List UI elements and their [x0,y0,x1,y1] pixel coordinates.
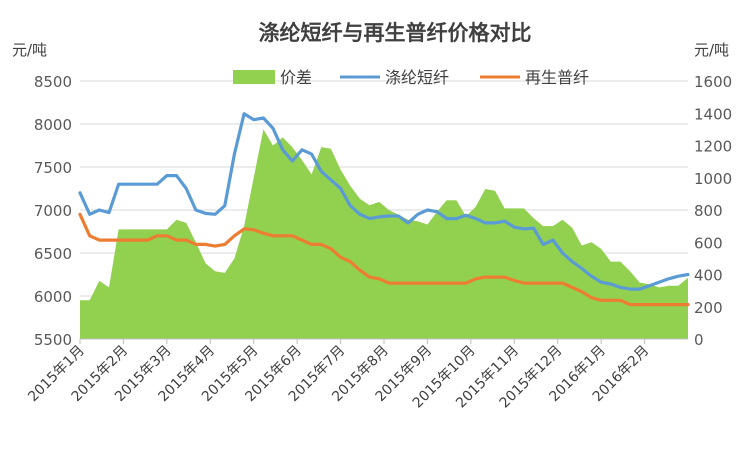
legend-label-polyester: 涤纶短纤 [385,68,449,87]
left-tick-label: 7500 [34,159,72,177]
right-tick-label: 1200 [694,138,732,156]
right-tick-label: 1000 [694,170,732,188]
right-tick-label: 0 [694,331,704,349]
legend: 价差 涤纶短纤 再生普纤 [233,68,589,87]
left-tick-label: 6000 [34,288,72,306]
x-axis-ticks: 2015年1月2015年2月2015年3月2015年4月2015年5月2015年… [25,339,652,411]
left-tick-label: 8500 [34,73,72,91]
series-area-spread [80,129,688,339]
right-tick-label: 200 [694,299,723,317]
left-tick-label: 5500 [34,331,72,349]
right-axis-ticks: 0 200 400 600 800 1000 1200 1400 1600 [694,73,732,349]
right-tick-label: 1400 [694,105,732,123]
left-tick-label: 7000 [34,202,72,220]
left-tick-label: 6500 [34,245,72,263]
right-tick-label: 1600 [694,73,732,91]
left-axis-unit: 元/吨 [12,41,47,59]
legend-swatch-spread [233,70,275,84]
chart-title: 涤纶短纤与再生普纤价格对比 [259,21,532,45]
right-tick-label: 400 [694,267,723,285]
legend-label-spread: 价差 [280,68,312,87]
series-line-polyester [78,112,690,291]
left-tick-label: 8000 [34,116,72,134]
line-layer [78,112,690,307]
legend-label-recycled: 再生普纤 [525,68,589,87]
right-axis-unit: 元/吨 [694,41,729,59]
right-tick-label: 800 [694,202,723,220]
series-line-recycled [78,212,690,307]
right-tick-label: 600 [694,234,723,252]
left-axis-ticks: 5500 6000 6500 7000 7500 8000 8500 [34,73,72,349]
spread-area-layer [80,129,688,339]
